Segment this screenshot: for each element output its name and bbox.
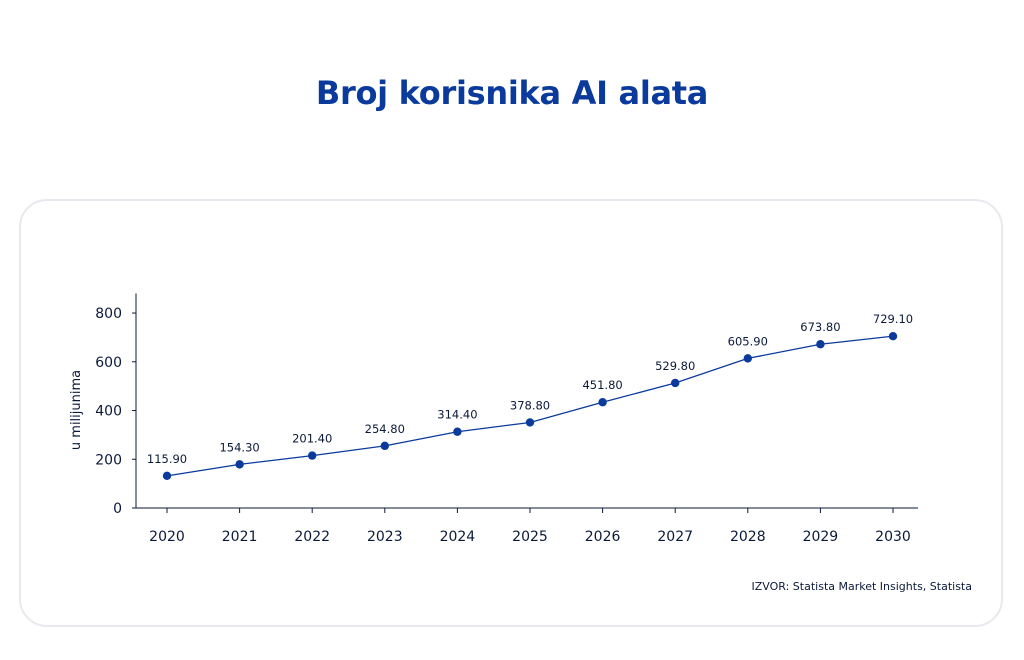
data-point — [598, 398, 607, 407]
x-tick-label: 2020 — [149, 529, 185, 545]
y-tick-label: 800 — [95, 306, 122, 322]
data-point — [816, 340, 825, 349]
data-label: 154.30 — [219, 440, 259, 454]
data-point — [235, 460, 244, 469]
data-label: 451.80 — [582, 378, 622, 392]
data-point — [671, 378, 680, 388]
x-tick-label: 2021 — [222, 529, 258, 545]
data-label: 115.90 — [147, 452, 187, 466]
x-tick-label: 2025 — [512, 529, 548, 545]
data-label: 254.80 — [365, 422, 405, 436]
page-title: Broj korisnika AI alata — [315, 74, 709, 112]
x-tick-label: 2027 — [657, 529, 693, 545]
data-label: 529.80 — [655, 359, 695, 373]
x-tick-label: 2030 — [875, 529, 911, 545]
y-tick-label: 200 — [95, 452, 122, 468]
y-axis-label: u milijunima — [69, 370, 84, 450]
data-label: 605.90 — [728, 334, 768, 348]
data-point — [308, 451, 317, 460]
x-tick-label: 2026 — [585, 529, 621, 545]
x-tick-label: 2024 — [440, 529, 476, 545]
data-point — [888, 331, 898, 341]
data-label: 378.80 — [510, 398, 550, 412]
data-point — [453, 427, 462, 436]
x-tick-label: 2028 — [730, 529, 766, 545]
data-point — [743, 354, 752, 363]
data-point — [525, 418, 535, 427]
data-label: 201.40 — [292, 432, 332, 446]
data-point — [162, 471, 172, 481]
y-tick-label: 0 — [113, 501, 122, 517]
x-tick-label: 2023 — [367, 529, 403, 545]
data-point — [380, 441, 389, 451]
data-label: 314.40 — [437, 408, 477, 422]
source-note: IZVOR: Statista Market Insights, Statist… — [751, 580, 972, 593]
chart-card — [19, 199, 1003, 627]
data-label: 729.10 — [873, 312, 913, 326]
y-tick-label: 600 — [95, 355, 122, 371]
data-label: 673.80 — [800, 320, 840, 334]
y-tick-label: 400 — [95, 404, 122, 420]
x-tick-label: 2029 — [803, 529, 839, 545]
x-tick-label: 2022 — [294, 529, 330, 545]
